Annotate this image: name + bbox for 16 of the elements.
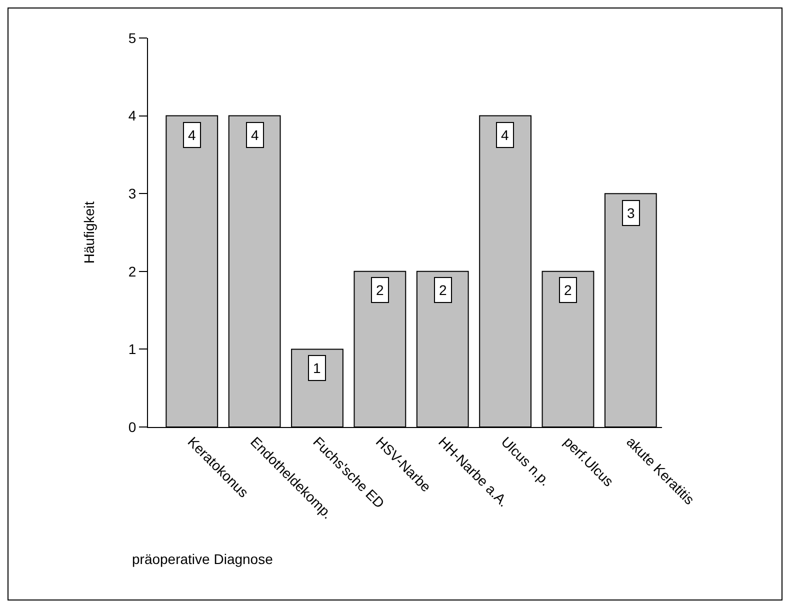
y-tick-label: 3 xyxy=(128,186,136,202)
data-label: 3 xyxy=(627,205,635,221)
data-label: 4 xyxy=(501,127,509,143)
y-tick-label: 1 xyxy=(128,341,136,358)
y-axis-title: Häufigkeit xyxy=(81,201,98,264)
data-label: 2 xyxy=(376,282,384,298)
x-axis-title: präoperative Diagnose xyxy=(132,551,274,567)
data-label: 1 xyxy=(313,360,321,376)
y-tick-label: 0 xyxy=(128,418,136,435)
data-label: 2 xyxy=(564,282,572,298)
data-label: 4 xyxy=(188,127,196,143)
data-label: 4 xyxy=(251,127,259,143)
y-tick-label: 4 xyxy=(128,108,136,124)
y-tick-label: 5 xyxy=(128,30,136,46)
data-label: 2 xyxy=(439,282,447,298)
y-tick-label: 2 xyxy=(128,263,136,280)
